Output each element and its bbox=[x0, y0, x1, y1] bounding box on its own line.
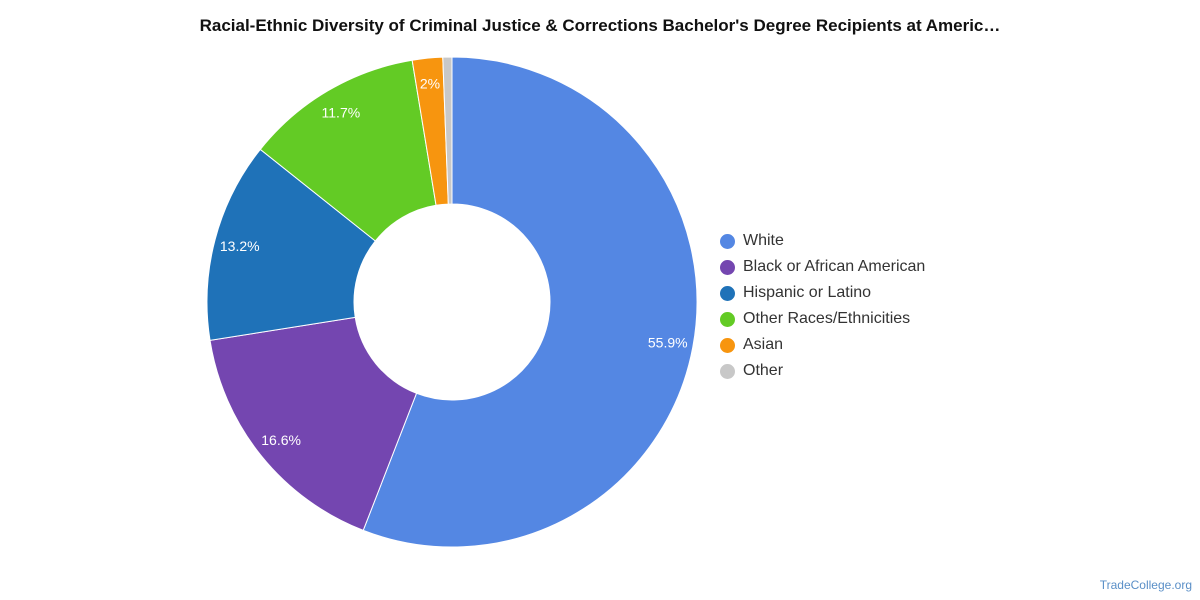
chart-title: Racial-Ethnic Diversity of Criminal Just… bbox=[199, 16, 1001, 35]
legend-item-0[interactable]: White bbox=[720, 228, 925, 254]
legend-item-1[interactable]: Black or African American bbox=[720, 254, 925, 280]
legend-label-3: Other Races/Ethnicities bbox=[743, 310, 911, 327]
legend-item-3[interactable]: Other Races/Ethnicities bbox=[720, 306, 925, 332]
slice-label-3: 11.7% bbox=[322, 105, 361, 121]
source-credit[interactable]: TradeCollege.org bbox=[1099, 578, 1192, 592]
legend-item-2[interactable]: Hispanic or Latino bbox=[720, 280, 925, 306]
slice-label-1: 16.6% bbox=[261, 432, 301, 448]
pie-slice-3[interactable] bbox=[259, 59, 437, 242]
legend-label-0: White bbox=[743, 232, 784, 249]
slice-label-2: 13.2% bbox=[220, 238, 260, 254]
slices-group bbox=[206, 56, 698, 548]
legend-label-1: Black or African American bbox=[743, 258, 926, 275]
slice-label-0: 55.9% bbox=[648, 334, 688, 350]
legend-label-5: Other bbox=[743, 362, 784, 379]
slice-label-4: 2% bbox=[420, 76, 440, 92]
legend-swatch-1 bbox=[720, 259, 735, 275]
legend-swatch-3 bbox=[720, 311, 735, 327]
legend-swatch-0 bbox=[720, 233, 735, 249]
legend-swatch-5 bbox=[720, 363, 735, 379]
pie-slice-1[interactable] bbox=[209, 316, 418, 532]
pie-slice-5[interactable] bbox=[442, 56, 453, 205]
legend-item-4[interactable]: Asian bbox=[720, 332, 925, 358]
chart-legend: White Black or African American Hispanic o… bbox=[720, 228, 925, 384]
pie-slice-0[interactable] bbox=[362, 56, 698, 548]
legend-item-5[interactable]: Other bbox=[720, 358, 925, 384]
legend-swatch-4 bbox=[720, 337, 735, 353]
legend-label-2: Hispanic or Latino bbox=[743, 284, 872, 301]
pie-slice-2[interactable] bbox=[206, 148, 377, 341]
legend-swatch-2 bbox=[720, 285, 735, 301]
slice-labels-group: 55.9% 16.6% 13.2% 11.7% 2% bbox=[220, 76, 688, 448]
legend-label-4: Asian bbox=[743, 336, 784, 353]
